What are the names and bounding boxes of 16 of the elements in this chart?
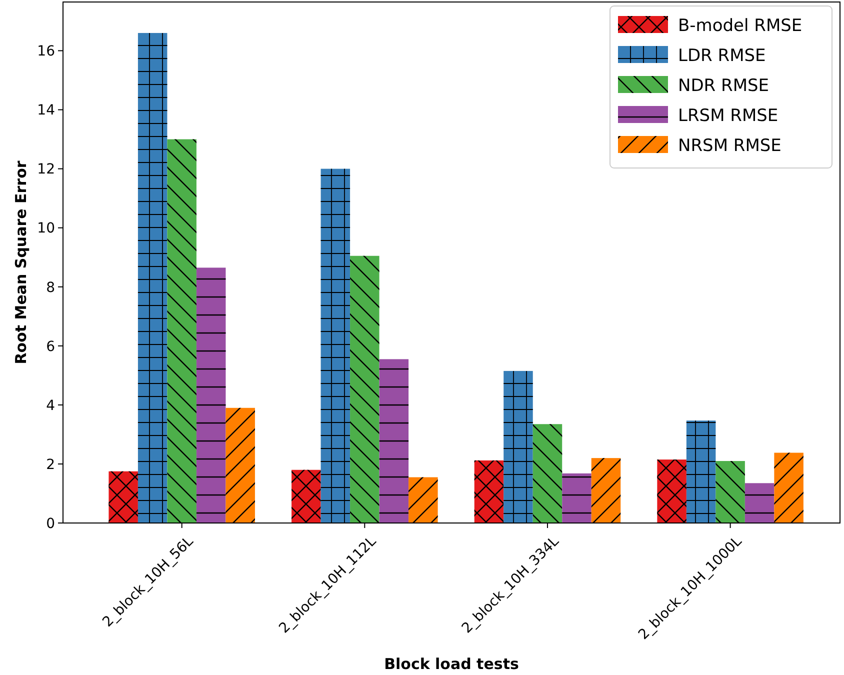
y-tick-label: 2 <box>46 456 55 473</box>
y-axis-title: Root Mean Square Error <box>12 160 30 364</box>
y-tick-label: 14 <box>37 102 56 119</box>
y-tick-label: 6 <box>46 338 56 355</box>
y-tick-label: 4 <box>46 398 56 414</box>
legend-label: B-model RMSE <box>678 16 802 36</box>
legend-label: NDR RMSE <box>678 76 770 96</box>
legend-label: NRSM RMSE <box>678 136 782 156</box>
y-tick-label: 12 <box>37 162 55 178</box>
y-tick-label: 10 <box>37 220 55 237</box>
y-tick-label: 0 <box>46 516 55 532</box>
legend-label: LDR RMSE <box>678 46 766 66</box>
legend-label: LRSM RMSE <box>678 106 778 126</box>
y-tick-label: 16 <box>37 44 56 60</box>
y-tick-label: 8 <box>46 280 55 296</box>
x-axis-title: Block load tests <box>384 655 519 673</box>
